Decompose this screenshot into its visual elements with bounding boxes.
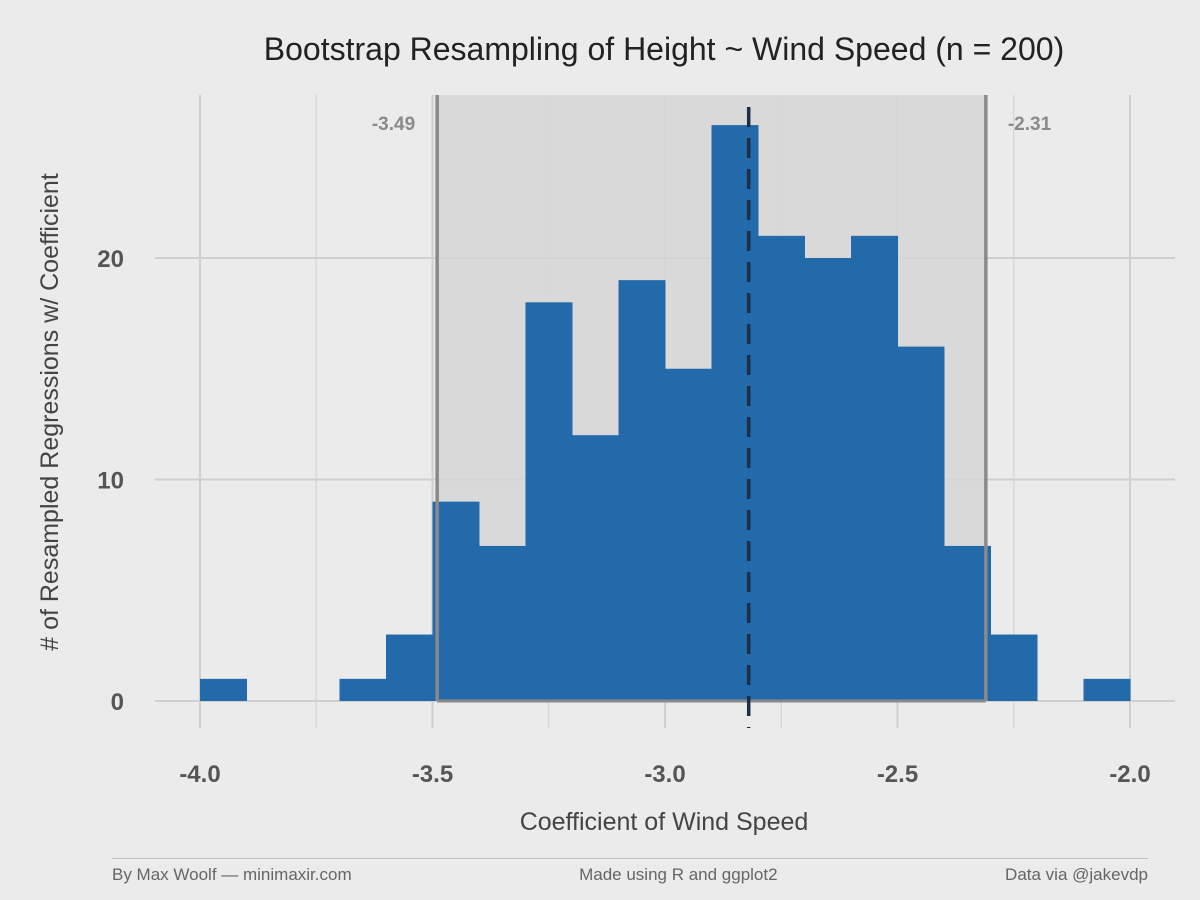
ci-lower-label: -3.49 xyxy=(372,114,415,135)
histogram-bar xyxy=(758,235,805,701)
y-tick-label: 20 xyxy=(97,246,124,273)
histogram-bar xyxy=(386,634,433,701)
y-tick-label: 0 xyxy=(111,689,124,716)
histogram-bar xyxy=(200,678,247,701)
footer-author: By Max Woolf — minimaxir.com xyxy=(112,865,352,884)
y-tick-label: 10 xyxy=(97,468,124,495)
histogram-bar xyxy=(665,368,712,701)
histogram-bar xyxy=(897,346,945,701)
ci-upper-label: -2.31 xyxy=(1008,114,1052,135)
histogram-bar xyxy=(990,634,1038,701)
histogram-bar xyxy=(525,302,573,701)
histogram-bar xyxy=(851,235,898,701)
y-axis-title: # of Resampled Regressions w/ Coefficien… xyxy=(36,173,64,651)
x-tick-label: -3.0 xyxy=(644,761,685,788)
histogram-bar xyxy=(339,678,387,701)
plot-area: -3.49 -2.31 -4.0 -3.5 -3.0 -2.5 -2.0 0 10 20 xyxy=(97,95,1175,788)
x-tick-label: -2.5 xyxy=(877,761,918,788)
x-tick-label: -2.0 xyxy=(1109,761,1150,788)
x-tick-label: -3.5 xyxy=(412,761,453,788)
histogram-bar xyxy=(479,545,526,701)
histogram-bar xyxy=(944,545,991,701)
footer-tools: Made using R and ggplot2 xyxy=(579,865,778,884)
histogram-bar xyxy=(711,125,759,702)
footer-source: Data via @jakevdp xyxy=(1005,865,1148,884)
x-axis-title: Coefficient of Wind Speed xyxy=(520,808,809,836)
histogram-bar xyxy=(804,258,852,701)
histogram-bar xyxy=(618,280,666,701)
histogram-bar xyxy=(432,501,480,701)
chart-title: Bootstrap Resampling of Height ~ Wind Sp… xyxy=(264,31,1064,67)
x-tick-label: -4.0 xyxy=(179,761,220,788)
histogram-bar xyxy=(572,435,619,701)
histogram-bar xyxy=(1083,678,1131,701)
footer: By Max Woolf — minimaxir.com Made using … xyxy=(112,858,1148,885)
